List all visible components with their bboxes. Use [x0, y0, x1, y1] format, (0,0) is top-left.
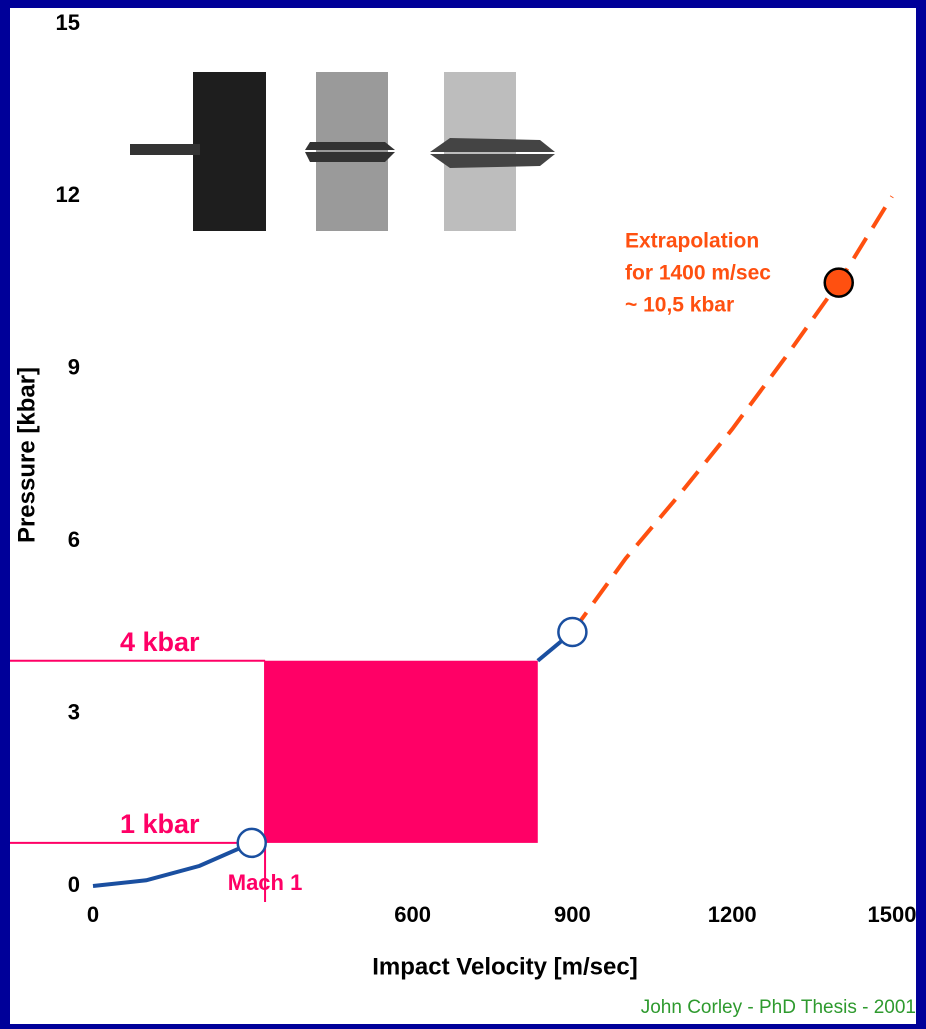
- y-axis-label: Pressure [kbar]: [13, 367, 40, 543]
- series-line: [92, 841, 253, 888]
- reference-label: 1 kbar: [120, 809, 200, 839]
- marker: [557, 616, 588, 648]
- footer: John Corley - PhD Thesis - 2001: [641, 997, 916, 1018]
- x-tick-label: 1200: [708, 902, 757, 927]
- annotation: Extrapolation: [625, 230, 759, 253]
- y-tick-label: 12: [56, 182, 80, 207]
- x-tick-label: 600: [394, 902, 431, 927]
- annotation: ~ 10,5 kbar: [625, 294, 734, 317]
- y-tick-label: 6: [68, 527, 80, 552]
- x-tick-label: 0: [87, 902, 99, 927]
- y-tick-label: 0: [68, 872, 80, 897]
- reference-label: 4 kbar: [120, 627, 200, 657]
- marker: [823, 267, 854, 298]
- highlight-region: [265, 660, 538, 843]
- y-tick-label: 9: [68, 355, 80, 380]
- x-tick-label: 900: [554, 902, 591, 927]
- y-tick-label: 3: [68, 699, 80, 724]
- annotation: for 1400 m/sec: [625, 262, 771, 285]
- reference-label: Mach 1: [228, 870, 303, 895]
- x-tick-label: 1500: [868, 902, 917, 927]
- marker: [236, 827, 267, 859]
- x-axis-label: Impact Velocity [m/sec]: [372, 953, 637, 980]
- projectile-images: [130, 72, 555, 231]
- y-tick-label: 15: [56, 10, 80, 35]
